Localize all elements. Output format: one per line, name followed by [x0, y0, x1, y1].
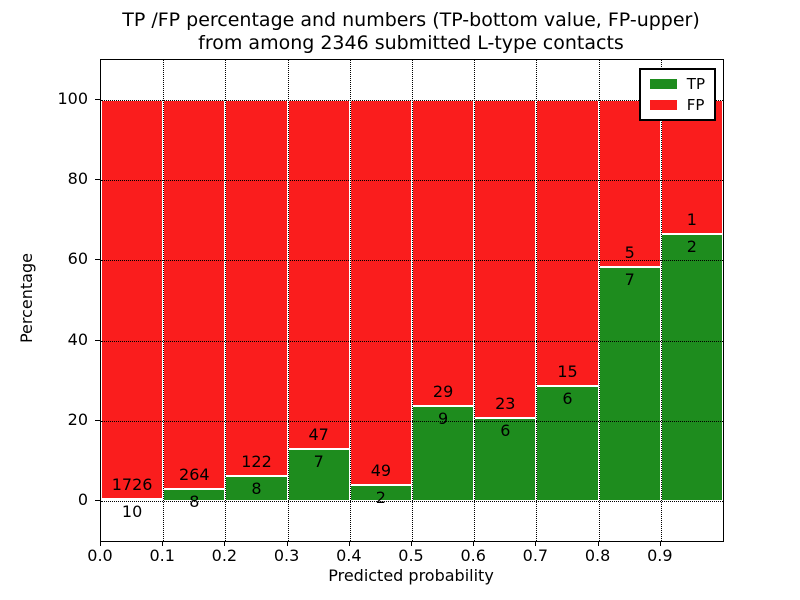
fp-count-label: 1 [686, 209, 697, 229]
y-axis-tick [95, 259, 100, 261]
gridline-vertical [474, 60, 476, 541]
y-axis-tick [95, 339, 100, 341]
gridline-vertical [412, 60, 413, 541]
legend-entry-fp: FP [649, 96, 705, 114]
fp-count-label: 264 [179, 465, 210, 485]
fp-count-label: 15 [557, 362, 578, 382]
tp-legend-label: TP [686, 75, 705, 93]
gridline-vertical [536, 60, 538, 541]
bar-segment-tp [598, 267, 661, 501]
fp-legend-label: FP [686, 96, 705, 114]
gridline-vertical [225, 60, 227, 541]
x-axis-tick [411, 541, 412, 546]
plot-area: TP FP 1726 10 264 8 122 8 47 7 49 2 29 9 23 6 15 6 5 7 1 2 [100, 59, 724, 542]
x-axis-tick-label: 0.0 [87, 546, 113, 565]
y-axis-tick-label: 40 [67, 329, 88, 349]
bar-segment-fp [287, 100, 350, 449]
x-axis-tick-label: 0.6 [460, 546, 486, 565]
chart-title-line1: TP /FP percentage and numbers (TP-bottom… [122, 9, 700, 31]
gridline-vertical [163, 60, 165, 541]
gridline-horizontal [101, 340, 723, 342]
x-axis-tick-label: 0.9 [647, 546, 673, 565]
bar-segment-fp [101, 100, 164, 499]
x-axis-tick [597, 541, 599, 546]
chart-title-line2: from among 2346 submitted L-type contact… [198, 32, 624, 54]
fp-legend-swatch [649, 100, 677, 110]
bar-segment-fp [225, 100, 288, 477]
y-axis-tick-label: 60 [67, 249, 88, 269]
x-axis-tick-label: 0.1 [149, 546, 175, 565]
fp-count-label: 23 [495, 393, 516, 413]
x-axis-tick [224, 541, 226, 546]
bar-segment-fp [598, 100, 661, 268]
legend-entry-tp: TP [649, 75, 705, 93]
x-axis-tick [535, 541, 537, 546]
x-axis-label: Predicted probability [328, 566, 494, 585]
tp-count-label: 6 [500, 420, 511, 440]
x-axis-tick [286, 541, 288, 546]
y-axis-tick-label: 100 [57, 89, 88, 109]
gridline-vertical [598, 60, 600, 541]
fp-count-label: 122 [241, 452, 272, 472]
fp-count-label: 1726 [111, 474, 153, 494]
fp-count-label: 5 [624, 243, 635, 263]
tp-count-label: 9 [438, 408, 449, 428]
x-axis-tick-label: 0.5 [398, 546, 424, 565]
tp-count-label: 2 [375, 488, 386, 508]
y-axis-tick-label: 20 [67, 409, 88, 429]
tp-count-label: 6 [562, 389, 573, 409]
bar-segment-fp [474, 100, 537, 418]
bar-segment-tp [287, 448, 350, 501]
y-axis-tick [95, 179, 100, 181]
gridline-horizontal [101, 420, 723, 422]
tp-count-label: 7 [313, 451, 324, 471]
x-axis-tick [659, 541, 661, 546]
x-axis-tick [162, 541, 164, 546]
gridline-vertical [660, 60, 662, 541]
x-axis-tick-label: 0.8 [584, 546, 611, 565]
fp-count-label: 47 [308, 424, 329, 444]
gridline-horizontal [101, 100, 723, 102]
x-axis-tick-label: 0.4 [336, 546, 362, 565]
x-axis-tick-label: 0.2 [211, 546, 238, 565]
tp-count-label: 8 [251, 479, 262, 499]
bar-segment-fp [412, 100, 475, 406]
x-axis-tick [100, 541, 101, 546]
tp-count-label: 2 [686, 236, 697, 256]
bar-segment-fp [163, 100, 226, 490]
bar-segment-tp [412, 405, 475, 501]
y-axis-tick-label: 0 [77, 489, 88, 509]
fp-count-label: 49 [370, 461, 392, 481]
gridline-horizontal [101, 180, 723, 182]
x-axis-tick-label: 0.3 [273, 546, 300, 565]
x-axis-tick [473, 541, 475, 546]
tp-count-label: 8 [189, 492, 200, 512]
legend: TP FP [638, 68, 716, 121]
bar-segment-tp [225, 476, 288, 501]
gridline-horizontal [101, 500, 723, 502]
y-axis-tick-label: 80 [67, 169, 88, 189]
y-axis-tick [95, 499, 100, 501]
y-axis-tick [95, 99, 100, 101]
y-axis-label: Percentage [17, 253, 36, 344]
fp-count-label: 29 [432, 381, 454, 401]
x-axis-tick-label: 0.7 [522, 546, 549, 565]
x-axis-tick [348, 541, 350, 546]
gridline-horizontal [101, 260, 723, 262]
tp-count-label: 7 [624, 270, 635, 290]
tp-legend-swatch [649, 79, 677, 89]
bar-segment-tp [101, 498, 164, 501]
tp-count-label: 10 [121, 501, 143, 521]
bar-segment-tp [660, 233, 723, 501]
gridline-vertical [287, 60, 289, 541]
gridline-vertical [349, 60, 351, 541]
y-axis-tick [95, 419, 100, 421]
